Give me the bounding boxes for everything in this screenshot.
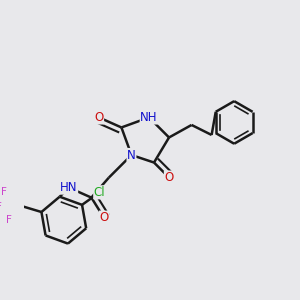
Text: O: O — [164, 171, 174, 184]
Text: O: O — [99, 211, 109, 224]
Text: O: O — [94, 111, 104, 124]
Text: Cl: Cl — [94, 186, 105, 199]
Text: F: F — [1, 187, 7, 197]
Text: F: F — [6, 214, 12, 224]
Text: HN: HN — [60, 181, 78, 194]
Text: F: F — [0, 202, 2, 212]
Text: NH: NH — [140, 111, 158, 124]
Text: N: N — [127, 148, 136, 161]
